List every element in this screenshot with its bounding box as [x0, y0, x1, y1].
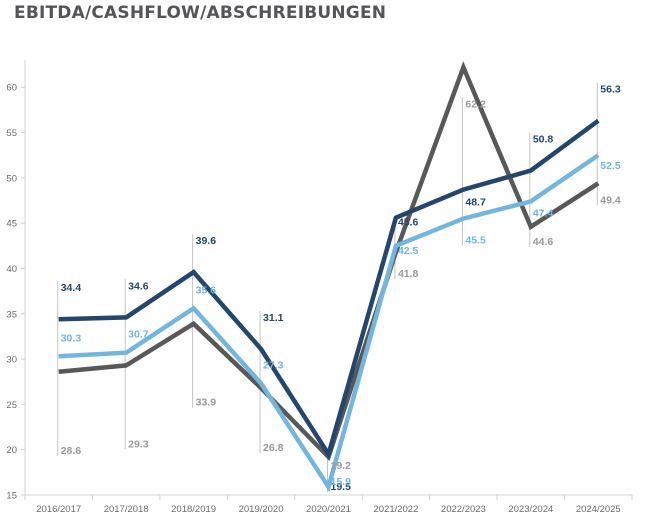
data-label-series-1: 34.6 [128, 280, 149, 292]
data-label-series-2: 27.3 [263, 360, 284, 372]
data-label-series-2: 42.5 [398, 245, 419, 257]
chart-axes: 15 20 25 30 35 40 45 50 55 60 2016/2017 2017/2018 20… [6, 60, 633, 515]
data-label-series-1: 48.7 [465, 197, 486, 209]
data-label-series-1: 39.6 [196, 235, 217, 247]
data-label-series-1: 45.6 [398, 217, 419, 229]
data-label-series-3: 44.6 [533, 236, 554, 248]
y-tick-label: 55 [6, 128, 17, 139]
data-label-series-2: 47.4 [533, 207, 554, 219]
x-tick-label: 2024/2025 [576, 504, 621, 515]
y-tick-label: 15 [6, 491, 17, 502]
y-tick-label: 50 [6, 173, 17, 184]
data-label-series-3: 33.9 [196, 397, 217, 409]
data-label-series-2: 52.5 [600, 160, 621, 172]
data-label-series-3: 19.2 [331, 460, 352, 472]
y-tick-label: 60 [6, 83, 17, 94]
chart-title: EBITDA/CASHFLOW/ABSCHREIBUNGEN [14, 3, 387, 23]
y-tick-label: 35 [6, 309, 17, 320]
data-label-series-2: 30.3 [61, 332, 82, 344]
data-label-series-2: 35.6 [196, 284, 217, 296]
y-tick-label: 20 [6, 445, 17, 456]
data-label-series-3: 29.3 [128, 438, 149, 450]
data-label-series-1: 19.5 [331, 481, 352, 493]
data-label-series-3: 49.4 [600, 194, 621, 206]
x-tick-label: 2022/2023 [441, 504, 486, 515]
x-tick-label: 2020/2021 [306, 504, 351, 515]
x-tick-label: 2018/2019 [171, 504, 216, 515]
data-labels: 34.4 30.3 28.6 34.6 30.7 29.3 39.6 35.6 33.9 31.1… [61, 84, 621, 494]
y-tick-label: 25 [6, 400, 17, 411]
data-label-series-1: 56.3 [600, 84, 621, 96]
data-label-series-2: 30.7 [128, 329, 149, 341]
y-tick-label: 40 [6, 264, 17, 275]
data-label-series-1: 50.8 [533, 134, 554, 146]
data-label-series-3: 62.2 [465, 98, 486, 110]
data-label-series-1: 34.4 [61, 282, 82, 294]
data-label-series-2: 45.5 [465, 235, 486, 247]
y-tick-label: 45 [6, 219, 17, 230]
series-line-3 [58, 61, 600, 462]
x-tick-label: 2016/2017 [36, 504, 81, 515]
data-label-series-2: 15.9 [331, 476, 352, 488]
x-tick-label: 2021/2022 [373, 504, 418, 515]
x-tick-label: 2023/2024 [508, 504, 553, 515]
data-label-series-3: 26.8 [263, 442, 284, 454]
series-lines [58, 61, 600, 493]
x-tick-label: 2019/2020 [239, 504, 284, 515]
series-line-2 [58, 153, 600, 493]
data-label-series-3: 41.8 [398, 268, 419, 280]
data-label-series-1: 31.1 [263, 312, 284, 324]
series-line-1 [58, 118, 600, 460]
x-tick-label: 2017/2018 [104, 504, 149, 515]
y-tick-label: 30 [6, 355, 17, 366]
data-label-series-3: 28.6 [61, 445, 82, 457]
